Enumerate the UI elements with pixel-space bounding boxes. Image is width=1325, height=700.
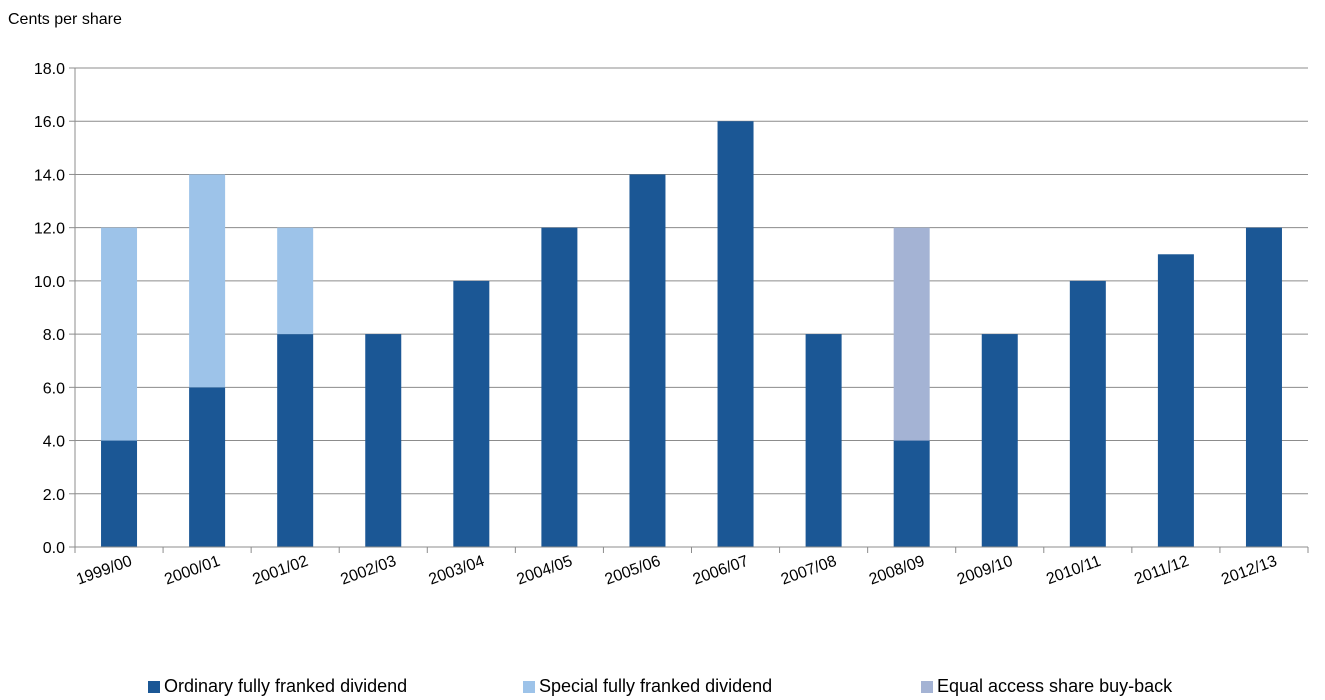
- x-tick-label: 2000/01: [162, 553, 222, 589]
- legend-item: Special fully franked dividend: [523, 676, 772, 697]
- legend-swatch: [148, 680, 160, 693]
- bar: [365, 334, 402, 547]
- bar: [893, 440, 930, 547]
- bar: [1069, 280, 1106, 547]
- y-tick-label: 10.0: [34, 274, 65, 291]
- x-tick-label: 2002/03: [338, 553, 398, 589]
- y-tick-label: 16.0: [34, 114, 65, 131]
- axes: [69, 67, 1309, 553]
- legend-item: Equal access share buy-back: [921, 676, 1172, 697]
- x-tick-label: 2007/08: [779, 553, 839, 589]
- bar: [189, 174, 226, 388]
- gridlines: [75, 67, 1308, 495]
- bar-chart: Cents per share 0.0 2.0 4.0 6.0 8.0 10.0 12.0 1…: [8, 11, 1309, 589]
- bar: [717, 121, 754, 547]
- legend-label: Ordinary fully franked dividend: [164, 676, 408, 696]
- bar: [1157, 254, 1194, 547]
- x-tick-labels: 1999/00 2000/01 2001/02 2002/03 2003/04 2004/…: [74, 553, 1279, 589]
- bar: [453, 280, 490, 547]
- x-tick-label: 2010/11: [1044, 553, 1103, 588]
- y-tick-label: 0.0: [43, 540, 65, 557]
- y-tick-label: 4.0: [43, 434, 65, 451]
- bar: [101, 227, 138, 441]
- bar: [629, 174, 666, 547]
- x-tick-label: 2005/06: [603, 553, 663, 589]
- x-tick-label: 2008/09: [867, 553, 927, 589]
- y-tick-labels: 0.0 2.0 4.0 6.0 8.0 10.0 12.0 14.0 16.0 18.0: [34, 61, 65, 557]
- x-tick-label: 2009/10: [955, 553, 1015, 589]
- y-axis-label: Cents per share: [8, 11, 122, 28]
- bar: [541, 227, 578, 547]
- x-tick-label: 2001/02: [250, 553, 310, 589]
- y-tick-label: 6.0: [43, 380, 65, 397]
- legend-item: Ordinary fully franked dividend: [148, 676, 407, 697]
- y-tick-label: 2.0: [43, 487, 65, 504]
- legend-label: Equal access share buy-back: [937, 676, 1173, 696]
- y-tick-label: 18.0: [34, 61, 65, 78]
- legend: Ordinary fully franked dividend Special f…: [0, 676, 1325, 698]
- bar: [277, 227, 314, 335]
- bar: [981, 334, 1018, 547]
- legend-label: Special fully franked dividend: [539, 676, 773, 696]
- x-tick-label: 2011/12: [1132, 553, 1191, 588]
- bar: [101, 440, 138, 547]
- bar: [805, 334, 842, 547]
- bar: [893, 227, 930, 441]
- x-tick-label: 2003/04: [427, 553, 487, 589]
- bar: [189, 387, 226, 547]
- bar: [1245, 227, 1282, 547]
- x-tick-label: 1999/00: [74, 553, 134, 589]
- x-tick-label: 2012/13: [1219, 553, 1279, 589]
- y-tick-label: 14.0: [34, 167, 65, 184]
- legend-swatch: [921, 680, 933, 693]
- y-tick-label: 12.0: [34, 221, 65, 238]
- bar: [277, 334, 314, 547]
- y-tick-label: 8.0: [43, 327, 65, 344]
- bars: [101, 121, 1282, 547]
- legend-swatch: [523, 680, 535, 693]
- x-tick-label: 2004/05: [515, 553, 575, 589]
- x-tick-label: 2006/07: [691, 553, 751, 589]
